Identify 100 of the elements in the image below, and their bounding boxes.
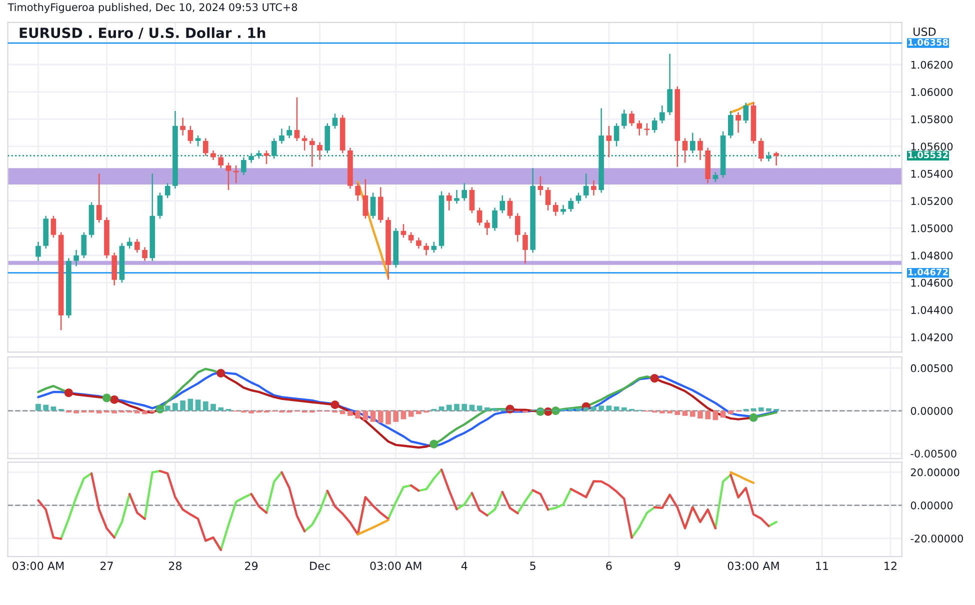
candlestick <box>774 151 779 166</box>
candlestick <box>621 108 627 130</box>
bar <box>164 406 170 411</box>
candlestick <box>728 110 734 139</box>
y-tick-label: -0.00500 <box>910 450 956 458</box>
candlestick <box>332 113 338 130</box>
bar <box>340 410 346 414</box>
candlestick <box>424 242 429 256</box>
candlestick <box>264 150 270 165</box>
candlestick <box>469 186 475 214</box>
point <box>64 388 73 398</box>
bar <box>362 410 368 420</box>
candlestick <box>500 194 506 214</box>
candlestick <box>286 125 292 139</box>
candlestick <box>142 246 148 262</box>
candlestick <box>454 189 460 204</box>
y-tick-label: 1.05000 <box>911 224 953 232</box>
candlestick <box>279 128 284 144</box>
candlestick <box>210 150 216 161</box>
candlestick <box>310 138 315 168</box>
bar <box>180 400 186 411</box>
bar <box>74 410 79 414</box>
bar <box>43 404 49 411</box>
candlestick <box>514 212 520 242</box>
y-tick-label: 1.06200 <box>911 60 953 69</box>
bar <box>438 406 444 411</box>
candlestick <box>355 182 360 202</box>
bar <box>172 403 178 411</box>
x-tick-label: Dec <box>310 562 330 570</box>
candlestick <box>370 192 376 220</box>
ref-line-label: 1.04672 <box>908 268 948 276</box>
bar <box>393 410 399 422</box>
bar <box>698 410 703 418</box>
candlestick <box>126 237 132 250</box>
candlestick <box>507 198 513 220</box>
candlestick <box>294 96 300 142</box>
bar <box>370 410 376 422</box>
bar <box>492 408 498 411</box>
ref-line-label: 1.06358 <box>908 38 948 46</box>
candlestick <box>492 207 498 232</box>
candlestick <box>226 162 232 191</box>
bar <box>210 404 216 411</box>
bar <box>386 410 391 424</box>
bar <box>416 410 422 414</box>
candlestick <box>446 192 452 212</box>
bar <box>728 410 734 414</box>
candlestick <box>667 53 672 116</box>
x-tick-label: 03:00 AM <box>728 562 779 570</box>
bar <box>202 401 208 411</box>
y-tick-label: 20.00000 <box>910 468 960 476</box>
bar <box>766 408 772 411</box>
candlestick <box>408 232 414 244</box>
candlestick <box>690 132 696 154</box>
bar <box>96 410 102 414</box>
bar <box>36 404 41 411</box>
y-tick-label: 0.00000 <box>910 501 953 510</box>
x-tick-label: 11 <box>816 562 828 570</box>
chart-title: EURUSD . Euro / U.S. Dollar . 1h <box>20 27 266 40</box>
candlestick <box>538 176 544 196</box>
bar <box>248 410 254 414</box>
candlestick <box>712 172 718 182</box>
bar <box>188 398 194 411</box>
bar <box>195 400 201 411</box>
candlestick <box>195 134 201 147</box>
candlestick <box>606 125 612 158</box>
bar <box>712 410 718 420</box>
bar <box>690 410 696 417</box>
candlestick <box>180 117 186 136</box>
bar <box>355 410 360 418</box>
x-tick-label: 5 <box>530 562 536 570</box>
candlestick <box>576 192 582 204</box>
y-tick-label: 1.04200 <box>911 333 953 342</box>
candlestick <box>317 142 322 161</box>
y-tick-label: 1.05600 <box>911 142 953 150</box>
bar <box>750 408 756 411</box>
candlestick <box>271 138 277 160</box>
x-tick-label: 6 <box>606 562 612 570</box>
y-axis-title: USD <box>914 28 936 36</box>
candlestick <box>36 241 41 262</box>
candlestick <box>591 180 596 196</box>
candlestick <box>164 182 170 199</box>
y-tick-label: 1.04800 <box>911 252 953 260</box>
bar <box>674 410 680 416</box>
candlestick <box>241 156 246 176</box>
point <box>110 395 119 404</box>
bar <box>469 404 475 411</box>
candlestick <box>545 186 551 212</box>
candlestick <box>568 198 574 212</box>
point <box>102 394 111 402</box>
y-tick-label: 1.06000 <box>911 88 953 96</box>
bar <box>614 406 620 411</box>
bar <box>576 408 582 411</box>
point <box>216 368 226 378</box>
bar <box>454 404 460 411</box>
x-tick-label: 28 <box>168 562 182 570</box>
bar <box>476 406 482 411</box>
y-tick-label: -20.00000 <box>910 534 963 542</box>
point <box>430 440 438 448</box>
bar <box>112 410 117 414</box>
candlestick <box>378 186 384 224</box>
